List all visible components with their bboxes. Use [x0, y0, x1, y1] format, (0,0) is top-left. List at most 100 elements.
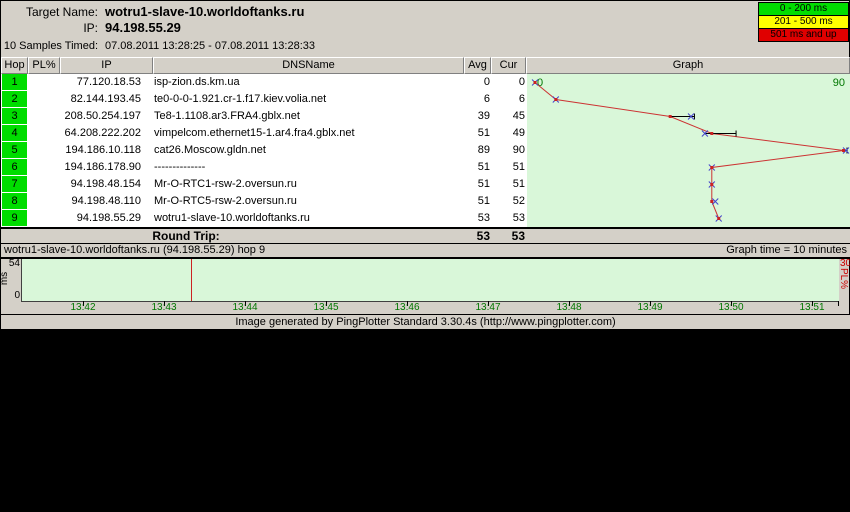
column-header-cur: Cur [491, 57, 526, 74]
hop-cell: 4 [2, 125, 27, 141]
dns-cell: Te8-1.1108.ar3.FRA4.gblx.net [154, 110, 300, 122]
cur-cell: 45 [512, 110, 525, 122]
dns-cell: Mr-O-RTC5-rsw-2.oversun.ru [154, 195, 297, 207]
ip-cell: 94.198.48.154 [70, 178, 141, 190]
cur-cell: 53 [512, 212, 525, 224]
hop-cell: 3 [2, 108, 27, 124]
dns-cell: cat26.Moscow.gldn.net [154, 144, 266, 156]
timeline-tickmark [245, 301, 246, 306]
samples-value: 07.08.2011 13:28:25 - 07.08.2011 13:28:3… [105, 40, 315, 52]
avg-cell: 51 [477, 127, 490, 139]
table-row[interactable]: 3 208.50.254.197 Te8-1.1108.ar3.FRA4.gblx.… [1, 108, 527, 125]
dns-cell: -------------- [154, 161, 206, 173]
timeline-tickmark [488, 301, 489, 306]
column-header-ip: IP [60, 57, 153, 74]
avg-cell: 39 [477, 110, 490, 122]
hop-cell: 8 [2, 193, 27, 209]
dns-cell: vimpelcom.ethernet15-1.ar4.fra4.gblx.net [154, 127, 355, 139]
hop-cell: 9 [2, 210, 27, 226]
timeline-tickmark [407, 301, 408, 306]
pl-cell [29, 176, 59, 193]
target-name-label: Target Name: [25, 5, 98, 19]
legend-item-1: 201 - 500 ms [758, 16, 849, 29]
timeline-tickmark [731, 301, 732, 306]
table-row[interactable]: 4 64.208.222.202 vimpelcom.ethernet15-1.ar… [1, 125, 527, 142]
timeline-tick-label: 13:51 [799, 302, 825, 313]
avg-cell: 51 [477, 161, 490, 173]
ip-cell: 77.120.18.53 [76, 76, 141, 88]
cur-cell: 51 [512, 161, 525, 173]
timeline-y-unit: ms [0, 271, 11, 286]
footer-banner: Image generated by PingPlotter Standard … [1, 314, 850, 330]
timeline-pl-unit: PL% [838, 267, 850, 290]
table-row[interactable]: 1 77.120.18.53 isp-zion.ds.km.ua 0 0 [1, 74, 527, 91]
table-row[interactable]: 6 194.186.178.90 -------------- 51 51 [1, 159, 527, 176]
avg-cell: 89 [477, 144, 490, 156]
timeline-tickmark [164, 301, 165, 306]
round-trip-avg: 53 [476, 229, 490, 243]
ip-cell: 194.186.178.90 [64, 161, 141, 173]
pingplotter-report: Target Name: wotru1-slave-10.worldoftank… [0, 0, 850, 330]
timeline-tickmark [812, 301, 813, 306]
cur-cell: 90 [512, 144, 525, 156]
dns-cell: isp-zion.ds.km.ua [154, 76, 240, 88]
latency-legend: 0 - 200 ms 201 - 500 ms 501 ms and up [758, 2, 849, 42]
timeline-graph-time: Graph time = 10 minutes [726, 244, 847, 256]
table-row[interactable]: 8 94.198.48.110 Mr-O-RTC5-rsw-2.oversun.ru… [1, 193, 527, 210]
timeline-pl-max: 30 [840, 258, 850, 269]
cur-cell: 6 [518, 93, 525, 105]
pl-cell [29, 74, 59, 91]
timeline-end-tickmark [838, 301, 839, 306]
round-trip-cur: 53 [511, 229, 525, 243]
timeline-tick-label: 13:44 [232, 302, 258, 313]
timeline-tick-label: 13:46 [394, 302, 420, 313]
dns-cell: Mr-O-RTC1-rsw-2.oversun.ru [154, 178, 297, 190]
dns-cell: wotru1-slave-10.worldoftanks.ru [154, 212, 310, 224]
table-row[interactable]: 9 94.198.55.29 wotru1-slave-10.worldoftank… [1, 210, 527, 227]
pl-cell [29, 159, 59, 176]
trace-graph-svg: 0 90 [531, 77, 850, 222]
timeline-tick-label: 13:45 [313, 302, 339, 313]
timeline-title: wotru1-slave-10.worldoftanks.ru (94.198.… [4, 244, 266, 256]
table-row[interactable]: 7 94.198.48.154 Mr-O-RTC1-rsw-2.oversun.ru… [1, 176, 527, 193]
cur-cell: 51 [512, 178, 525, 190]
ip-cell: 64.208.222.202 [64, 127, 141, 139]
hop-cell: 5 [2, 142, 27, 158]
timeline-titlebar: wotru1-slave-10.worldoftanks.ru (94.198.… [1, 244, 850, 259]
cur-cell: 49 [512, 127, 525, 139]
avg-cell: 6 [483, 93, 490, 105]
cur-cell: 52 [512, 195, 525, 207]
pl-cell [29, 108, 59, 125]
ip-value: 94.198.55.29 [105, 20, 181, 35]
trace-graph: 0 90 [527, 74, 850, 227]
timeline-tick-label: 13:49 [637, 302, 663, 313]
ip-cell: 94.198.48.110 [71, 195, 141, 207]
legend-item-0: 0 - 200 ms [758, 2, 849, 16]
timeline-tick-label: 13:48 [556, 302, 582, 313]
dns-cell: te0-0-0-1.921.cr-1.f17.kiev.volia.net [154, 93, 327, 105]
round-trip-label: Round Trip: [152, 229, 220, 243]
column-header-dnsname: DNSName [153, 57, 464, 74]
ip-cell: 208.50.254.197 [64, 110, 141, 122]
round-trip-row: Round Trip: 53 53 [1, 227, 850, 244]
samples-label: 10 Samples Timed: [3, 40, 98, 52]
timeline-tick-label: 13:47 [475, 302, 501, 313]
hop-cell: 1 [2, 74, 27, 90]
table-row[interactable]: 2 82.144.193.45 te0-0-0-1.921.cr-1.f17.kie… [1, 91, 527, 108]
timeline-tickmark [569, 301, 570, 306]
timeline-tickmark [326, 301, 327, 306]
timeline-plot [21, 259, 839, 302]
timeline-tickmark [650, 301, 651, 306]
pl-cell [29, 142, 59, 159]
table-body: 0 90 1 77.120.18.53 isp-zion.ds.km.ua 0 0 2 82.… [1, 74, 850, 227]
pl-cell [29, 193, 59, 210]
table-row[interactable]: 5 194.186.10.118 cat26.Moscow.gldn.net 89 90 [1, 142, 527, 159]
timeline-tick-label: 13:42 [70, 302, 96, 313]
timeline-y-max: 54 [8, 258, 20, 269]
hop-cell: 7 [2, 176, 27, 192]
timeline-tick-label: 13:43 [151, 302, 177, 313]
legend-item-2: 501 ms and up [758, 29, 849, 42]
cur-cell: 0 [518, 76, 525, 88]
avg-cell: 51 [477, 178, 490, 190]
